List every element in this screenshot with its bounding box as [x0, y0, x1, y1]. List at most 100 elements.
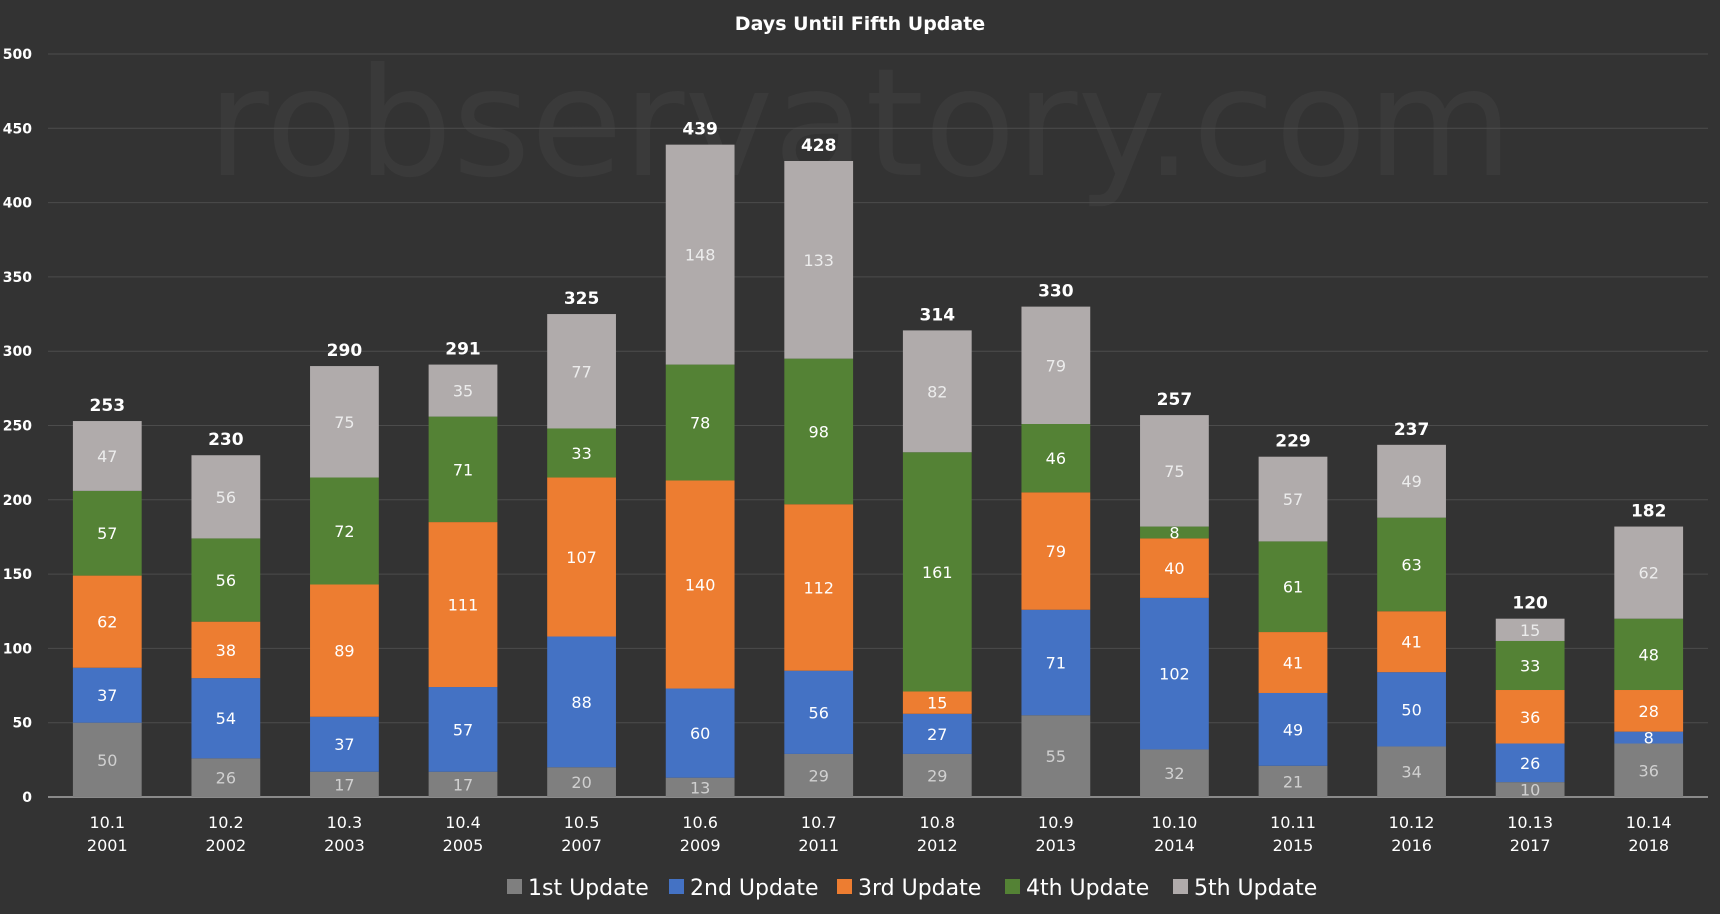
- x-tick-label: 10.5: [564, 813, 600, 832]
- data-label: 57: [97, 524, 117, 543]
- x-tick-year: 2001: [87, 836, 128, 855]
- data-label: 63: [1401, 555, 1421, 574]
- data-label: 88: [571, 693, 591, 712]
- data-label: 71: [453, 460, 473, 479]
- y-tick-label: 150: [3, 567, 32, 583]
- bar-segment: [665, 480, 735, 689]
- y-axis: 0 50 100 150 200 250 300 350 400 450 500: [3, 47, 32, 806]
- bar-segment: [1377, 444, 1446, 518]
- bar-segment: [1140, 749, 1209, 797]
- data-label: 57: [453, 720, 473, 739]
- data-label: 8: [1644, 729, 1654, 748]
- bar-segment: [902, 452, 972, 692]
- legend: 1st Update 2nd Update 3rd Update 4th Update…: [507, 876, 1317, 901]
- bar-segment: [547, 636, 616, 768]
- data-label: 56: [216, 488, 236, 507]
- data-label: 79: [1046, 356, 1066, 375]
- bar-segment: [428, 416, 498, 523]
- data-label: 62: [97, 613, 117, 632]
- bar-segment: [428, 771, 498, 797]
- data-label: 55: [1046, 747, 1066, 766]
- data-label: 33: [1520, 656, 1540, 675]
- x-tick-year: 2002: [205, 836, 246, 855]
- data-label: 112: [803, 578, 834, 597]
- x-tick-year: 2005: [443, 836, 484, 855]
- legend-entry: 2nd Update: [690, 876, 819, 901]
- bar-segment: [784, 504, 854, 671]
- bar-segment: [902, 330, 972, 453]
- data-label: 78: [690, 414, 710, 433]
- data-label: 61: [1283, 578, 1303, 597]
- data-label: 8: [1169, 523, 1179, 542]
- data-label: 21: [1283, 772, 1303, 791]
- bar-segment: [1258, 632, 1328, 693]
- x-axis: 10.1 2001 10.2 2002 10.3 2003 10.4 2005 10.5 2007…: [87, 813, 1672, 855]
- data-label: 49: [1283, 720, 1303, 739]
- bars: 50 37 62 57 47 253 26 54 38 56 56 230 17 37 89 72 75 290 1…: [72, 120, 1684, 800]
- data-label: 107: [566, 548, 597, 567]
- data-label: 111: [448, 596, 479, 615]
- bar-segment: [1495, 640, 1565, 691]
- bar-segment: [784, 753, 854, 797]
- x-tick-year: 2003: [324, 836, 365, 855]
- data-label: 37: [334, 735, 354, 754]
- y-tick-label: 50: [13, 716, 33, 732]
- data-label: 71: [1046, 654, 1066, 673]
- x-tick-label: 10.4: [445, 813, 481, 832]
- data-label: 133: [803, 251, 834, 270]
- data-label: 26: [216, 769, 236, 788]
- bar-segment: [1495, 690, 1565, 744]
- bar-segment: [191, 538, 261, 622]
- bar-segment: [1258, 541, 1328, 633]
- data-label: 56: [216, 571, 236, 590]
- bar-segment: [547, 314, 616, 429]
- x-tick-year: 2014: [1154, 836, 1195, 855]
- y-tick-label: 450: [3, 121, 32, 137]
- data-label: 34: [1401, 763, 1421, 782]
- bar-segment: [665, 777, 735, 797]
- bar-segment: [902, 691, 972, 714]
- bar-segment: [1614, 618, 1684, 691]
- bar-segment: [547, 477, 616, 637]
- bar-segment: [72, 575, 142, 668]
- bar-segment: [1140, 415, 1209, 527]
- legend-swatch: [837, 879, 852, 894]
- bar-segment: [310, 771, 379, 797]
- data-label: 36: [1639, 761, 1659, 780]
- bar-segment: [1021, 715, 1091, 797]
- data-label: 72: [334, 522, 354, 541]
- bar-segment: [1495, 618, 1565, 641]
- x-tick-label: 10.10: [1152, 813, 1198, 832]
- bar-segment: [1377, 672, 1446, 747]
- total-label: 291: [445, 340, 481, 360]
- bar-segment: [1614, 526, 1684, 619]
- data-label: 26: [1520, 754, 1540, 773]
- bar-segment: [72, 722, 142, 797]
- y-tick-label: 250: [3, 419, 32, 435]
- bar-segment: [902, 753, 972, 797]
- bar-segment: [191, 621, 261, 679]
- data-label: 17: [453, 775, 473, 794]
- data-label: 75: [1164, 462, 1184, 481]
- bar-segment: [310, 366, 379, 478]
- y-tick-label: 200: [3, 493, 32, 509]
- bar-segment: [310, 716, 379, 772]
- data-label: 38: [216, 641, 236, 660]
- x-tick-year: 2013: [1035, 836, 1076, 855]
- total-label: 253: [90, 396, 126, 416]
- y-tick-label: 500: [3, 47, 32, 63]
- data-label: 77: [571, 362, 591, 381]
- data-label: 29: [809, 766, 829, 785]
- x-tick-year: 2018: [1628, 836, 1669, 855]
- data-label: 54: [216, 709, 236, 728]
- data-label: 148: [685, 246, 716, 265]
- legend-swatch: [1173, 879, 1188, 894]
- data-label: 98: [809, 422, 829, 441]
- data-label: 20: [571, 773, 591, 792]
- x-tick-year: 2015: [1273, 836, 1314, 855]
- bar-segment: [428, 522, 498, 688]
- y-tick-label: 400: [3, 196, 32, 212]
- bar-segment: [1258, 692, 1328, 766]
- x-tick-label: 10.6: [682, 813, 718, 832]
